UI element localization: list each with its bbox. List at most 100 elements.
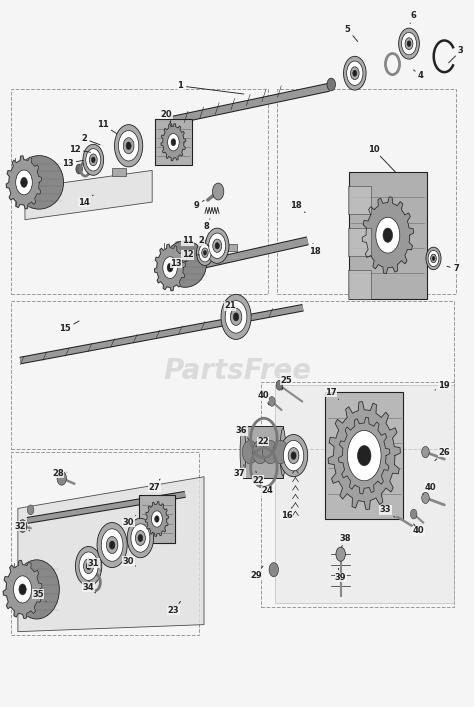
Text: 15: 15 (59, 321, 79, 334)
Text: 4: 4 (414, 70, 424, 80)
Circle shape (327, 78, 336, 90)
Circle shape (136, 530, 146, 546)
Bar (261, 382, 454, 607)
Text: 19: 19 (435, 380, 450, 390)
Circle shape (422, 446, 429, 457)
Bar (139, 495, 174, 543)
Circle shape (407, 41, 411, 47)
Text: 35: 35 (32, 590, 46, 602)
Bar (11, 300, 454, 448)
Text: 18: 18 (309, 243, 320, 256)
Text: 33: 33 (380, 506, 395, 518)
Text: 21: 21 (224, 301, 236, 313)
Text: 5: 5 (345, 25, 358, 42)
Polygon shape (3, 561, 42, 619)
Text: 30: 30 (123, 515, 136, 527)
Circle shape (83, 559, 93, 573)
Circle shape (118, 131, 139, 161)
Bar (227, 245, 237, 252)
Circle shape (168, 134, 179, 151)
Bar (325, 392, 403, 519)
Bar (348, 186, 371, 214)
Text: 7: 7 (447, 264, 459, 274)
Text: 37: 37 (234, 464, 245, 478)
Text: 38: 38 (340, 534, 351, 547)
Polygon shape (25, 170, 152, 220)
Circle shape (344, 57, 366, 90)
Polygon shape (6, 156, 42, 209)
Circle shape (405, 37, 413, 49)
Circle shape (86, 148, 101, 171)
Circle shape (79, 552, 98, 580)
Circle shape (352, 438, 376, 474)
Circle shape (410, 509, 417, 519)
Text: 12: 12 (69, 145, 91, 154)
Circle shape (57, 471, 66, 485)
Text: 32: 32 (14, 522, 30, 531)
Circle shape (97, 522, 127, 568)
Circle shape (347, 431, 381, 481)
Ellipse shape (280, 428, 286, 476)
Text: 16: 16 (281, 507, 292, 520)
Circle shape (213, 239, 222, 252)
Circle shape (336, 547, 346, 561)
Circle shape (171, 139, 176, 146)
Circle shape (230, 308, 242, 325)
Circle shape (138, 534, 143, 542)
Circle shape (205, 228, 229, 264)
Ellipse shape (164, 241, 206, 287)
Circle shape (242, 440, 258, 464)
Circle shape (269, 563, 278, 577)
Text: 11: 11 (176, 236, 193, 245)
Polygon shape (275, 385, 454, 604)
Circle shape (353, 70, 357, 76)
Text: 6: 6 (410, 11, 417, 23)
Text: 13: 13 (62, 159, 83, 168)
Text: 23: 23 (168, 602, 181, 615)
Text: 40: 40 (412, 524, 424, 535)
Text: PartsFree: PartsFree (163, 357, 311, 385)
Circle shape (91, 157, 95, 163)
Text: 40: 40 (257, 391, 269, 405)
Circle shape (401, 33, 417, 55)
Text: 13: 13 (170, 259, 187, 268)
Text: 17: 17 (326, 387, 339, 399)
Circle shape (426, 247, 441, 269)
Circle shape (76, 164, 82, 174)
Circle shape (86, 563, 91, 570)
Text: 10: 10 (368, 145, 395, 172)
Text: 14: 14 (78, 195, 93, 206)
Circle shape (101, 529, 123, 561)
Text: 39: 39 (335, 568, 346, 582)
Text: 40: 40 (423, 483, 436, 494)
Bar (11, 452, 199, 635)
Ellipse shape (15, 156, 64, 209)
Circle shape (131, 524, 150, 552)
Text: 11: 11 (97, 120, 117, 134)
Circle shape (123, 138, 134, 154)
Text: 30: 30 (123, 556, 136, 566)
Circle shape (83, 144, 104, 175)
Circle shape (431, 254, 437, 263)
Circle shape (276, 380, 283, 390)
Polygon shape (155, 245, 186, 291)
Bar (155, 119, 192, 165)
Circle shape (106, 537, 118, 554)
Circle shape (233, 312, 239, 321)
Circle shape (288, 448, 299, 464)
Circle shape (357, 445, 371, 466)
Text: 27: 27 (149, 479, 160, 492)
Circle shape (75, 547, 102, 586)
Circle shape (432, 257, 435, 260)
Text: 3: 3 (449, 46, 464, 63)
Polygon shape (145, 501, 169, 537)
Circle shape (376, 217, 400, 253)
Circle shape (225, 300, 247, 333)
Bar (348, 228, 371, 257)
Text: 9: 9 (194, 200, 204, 210)
Circle shape (221, 294, 251, 339)
Circle shape (428, 250, 439, 267)
Circle shape (269, 397, 275, 407)
Circle shape (163, 257, 177, 279)
Circle shape (115, 124, 143, 167)
